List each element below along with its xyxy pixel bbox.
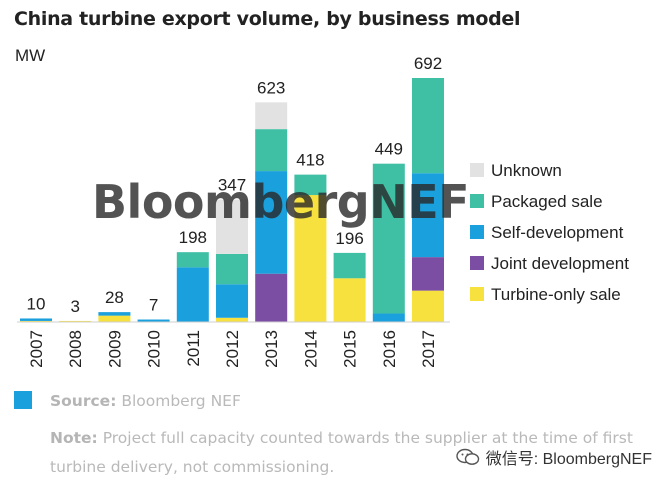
- bar-segment-2012-packaged: [216, 253, 248, 285]
- legend-swatch-turbine: [470, 287, 484, 301]
- bar-segment-2009-self: [98, 312, 131, 316]
- note-line: Note: Project full capacity counted towa…: [50, 424, 640, 482]
- legend-swatch-joint: [470, 256, 484, 270]
- bar-segment-2007-self: [20, 318, 52, 321]
- bar-segment-2017-packaged: [412, 78, 444, 174]
- bar-segment-2014-packaged: [294, 174, 327, 196]
- bar-segment-2011-self: [176, 267, 209, 322]
- bars-group: [20, 78, 444, 322]
- total-label-2013: 623: [257, 78, 285, 97]
- bar-segment-2010-self: [137, 319, 170, 322]
- bar-segment-2017-self: [412, 173, 444, 258]
- total-label-2016: 449: [375, 140, 403, 159]
- total-label-2015: 196: [335, 229, 363, 248]
- bar-segment-2013-joint: [255, 273, 288, 322]
- year-label-2010: 2010: [145, 330, 164, 368]
- year-label-2009: 2009: [105, 330, 124, 368]
- year-label-2017: 2017: [419, 330, 438, 368]
- bar-segment-2016-packaged: [372, 163, 405, 314]
- year-label-2007: 2007: [27, 330, 46, 368]
- total-label-2017: 692: [414, 54, 442, 73]
- wechat-icon: [456, 448, 480, 466]
- bar-segment-2008-turbine: [59, 320, 92, 322]
- total-labels-group: 10 3 28 7 198 347 623 418 196 449 692: [27, 54, 443, 316]
- total-label-2011: 198: [179, 228, 207, 247]
- year-label-2016: 2016: [380, 330, 399, 368]
- total-label-2012: 347: [218, 176, 246, 195]
- year-label-2008: 2008: [66, 330, 85, 368]
- bar-segment-2012-turbine: [216, 317, 248, 322]
- bar-segment-2016-self: [372, 313, 405, 322]
- total-label-2009: 28: [105, 288, 124, 307]
- bar-segment-2013-self: [255, 171, 288, 274]
- year-label-2015: 2015: [341, 330, 360, 368]
- bar-segment-2012-unknown: [216, 199, 248, 254]
- source-color-swatch: [14, 391, 32, 409]
- legend-swatch-self: [470, 225, 484, 239]
- legend-swatch-packaged: [470, 194, 484, 208]
- bar-segment-2012-self: [216, 284, 248, 318]
- bar-segment-2009-turbine: [98, 315, 131, 322]
- legend-label-self: Self-development: [491, 223, 624, 242]
- note-label: Note:: [50, 429, 98, 447]
- year-label-2014: 2014: [301, 330, 320, 368]
- note-text: Project full capacity counted towards th…: [50, 429, 633, 476]
- y-axis-unit: MW: [15, 46, 46, 65]
- stacked-bar-chart: 10 3 28 7 198 347 623 418 196 449 692 2007 2008 2009…: [17, 54, 629, 368]
- year-label-2011: 2011: [184, 330, 203, 367]
- legend-swatch-unknown: [470, 163, 484, 177]
- year-label-2013: 2013: [262, 330, 281, 368]
- year-label-2012: 2012: [223, 330, 242, 368]
- bar-segment-2013-packaged: [255, 129, 288, 172]
- bar-segment-2017-turbine: [412, 290, 444, 322]
- bar-segment-2015-turbine: [333, 278, 366, 322]
- source-line: Source: Bloomberg NEF: [50, 392, 241, 410]
- bar-segment-2011-packaged: [176, 252, 209, 268]
- legend-label-turbine: Turbine-only sale: [491, 285, 621, 304]
- chart-title: China turbine export volume, by business…: [14, 8, 521, 30]
- bar-segment-2007-turbine: [20, 320, 52, 322]
- bar-segment-2015-packaged: [333, 252, 366, 279]
- wechat-text: 微信号: BloombergNEF: [485, 451, 652, 468]
- bar-segment-2014-turbine: [294, 195, 327, 322]
- total-label-2010: 7: [149, 296, 158, 315]
- total-label-2014: 418: [296, 151, 324, 170]
- legend-label-packaged: Packaged sale: [491, 192, 603, 211]
- bar-segment-2017-joint: [412, 257, 444, 291]
- total-label-2007: 10: [27, 294, 46, 313]
- legend: Unknown Packaged sale Self-development Join…: [470, 161, 629, 304]
- source-label: Source:: [50, 392, 117, 410]
- source-text: Bloomberg NEF: [121, 392, 241, 410]
- wechat-account: 微信号: BloombergNEF: [456, 445, 652, 469]
- total-label-2008: 3: [70, 297, 79, 316]
- bar-segment-2013-unknown: [255, 102, 288, 130]
- legend-label-joint: Joint development: [491, 254, 629, 273]
- year-labels-group: 2007 2008 2009 2010 2011 2012 2013 2014 2015 2016…: [27, 330, 438, 368]
- legend-label-unknown: Unknown: [491, 161, 562, 180]
